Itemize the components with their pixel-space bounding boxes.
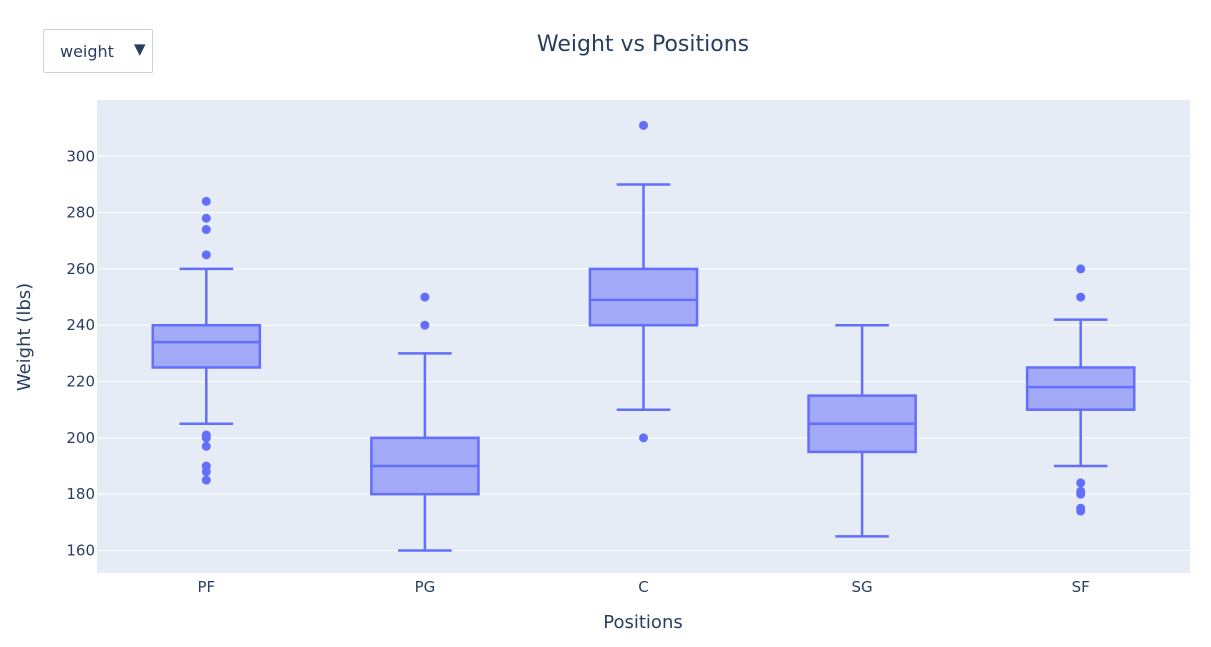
outlier-point: [201, 250, 211, 260]
outlier-point: [639, 120, 648, 130]
boxes: [151, 120, 1136, 552]
box-c: [588, 120, 699, 443]
chevron-down-icon: ▼: [134, 40, 146, 58]
y-tick-label: 300: [66, 147, 95, 165]
outlier-point: [201, 467, 211, 477]
x-axis-title: Positions: [603, 612, 682, 633]
outlier-point: [1076, 292, 1086, 302]
y-tick-label: 200: [66, 429, 95, 447]
outlier-point: [201, 475, 211, 485]
outlier-point: [420, 292, 430, 302]
y-tick-label: 240: [66, 316, 95, 334]
outlier-point: [1076, 264, 1086, 274]
y-axis-title: Weight (lbs): [14, 283, 35, 391]
y-tick-label: 220: [66, 373, 95, 391]
x-tick-label: PG: [415, 578, 436, 596]
outlier-point: [1076, 489, 1086, 499]
box-iqr: [588, 267, 699, 327]
box-pf: [151, 196, 262, 485]
outlier-point: [1076, 478, 1086, 488]
outlier-point: [201, 225, 211, 235]
x-tick-label: PF: [197, 578, 215, 596]
x-tick-label: SF: [1072, 578, 1090, 596]
outlier-point: [1076, 506, 1086, 516]
x-tick-label: SG: [852, 578, 873, 596]
outlier-point: [201, 213, 211, 223]
y-tick-label: 260: [66, 260, 95, 278]
variable-dropdown[interactable]: weight ▼: [43, 29, 153, 73]
outlier-point: [201, 433, 211, 443]
chart-title: Weight vs Positions: [537, 32, 749, 57]
y-tick-label: 280: [66, 204, 95, 222]
y-tick-label: 160: [66, 541, 95, 559]
y-axis-ticks: 160 180 200 220 240 260 280 300: [66, 147, 95, 559]
x-axis-ticks: PF PG C SG SF: [197, 578, 1089, 596]
box-sf: [1025, 264, 1136, 516]
box-pg: [370, 292, 480, 552]
box-iqr: [151, 323, 262, 369]
outlier-point: [201, 441, 211, 451]
outlier-point: [639, 433, 648, 443]
y-tick-label: 180: [66, 485, 95, 503]
dropdown-selected-value: weight: [60, 42, 114, 61]
box-sg: [807, 323, 917, 538]
x-tick-label: C: [638, 578, 648, 596]
outlier-point: [420, 320, 430, 330]
outlier-point: [201, 196, 211, 206]
box-iqr: [1025, 366, 1136, 411]
